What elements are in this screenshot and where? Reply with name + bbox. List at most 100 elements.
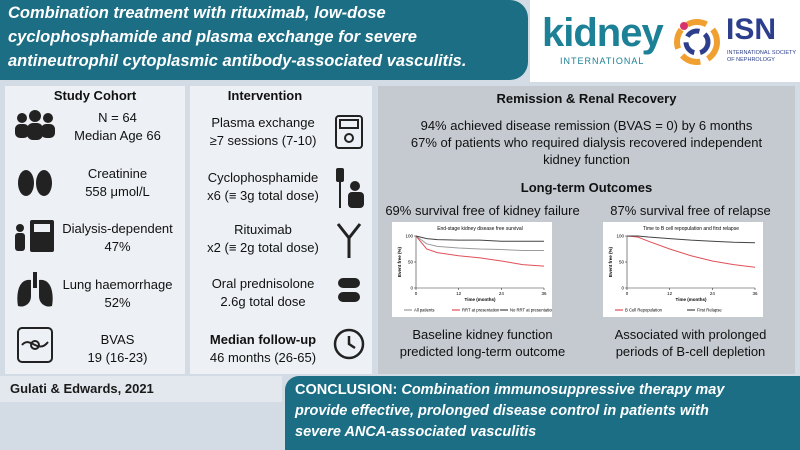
x-tick-label: 12 <box>667 291 673 296</box>
emblem-dot <box>680 22 688 30</box>
conclusion-box <box>285 376 800 450</box>
cohort-item: Dialysis-dependent <box>62 221 173 236</box>
cohort-item: BVAS <box>100 332 135 347</box>
kidney-logo-sub: INTERNATIONAL <box>560 56 645 66</box>
vasculitis-icon <box>17 327 53 363</box>
x-tick-label: 24 <box>499 291 505 296</box>
x-axis-label: Time (months) <box>676 297 707 302</box>
conclusion-label: CONCLUSION: <box>295 382 398 398</box>
survival-line <box>626 235 756 268</box>
outcome-caption: predicted long-term outcome <box>399 344 566 359</box>
logo-area <box>530 0 800 82</box>
conclusion: CONCLUSION: Combination immunosuppressiv… <box>295 380 795 443</box>
y-tick-label: 0 <box>621 286 624 291</box>
intervention-icons <box>333 115 365 360</box>
x-tick-label: 0 <box>626 291 629 296</box>
cohort-item: 558 μmol/L <box>85 184 150 199</box>
intervention-item: ≥7 sessions (7-10) <box>209 133 317 148</box>
cohort-item: Creatinine <box>87 166 148 181</box>
intervention-item: x6 (≡ 3g total dose) <box>207 188 319 203</box>
isn-logo-sub: OF NEPHROLOGY <box>727 57 775 63</box>
x-tick-label: 0 <box>415 291 418 296</box>
outcome-caption: periods of B-cell depletion <box>615 344 766 359</box>
chart-title: Time to B cell repopulation and first re… <box>643 226 739 232</box>
x-tick-label: 36 <box>541 291 547 296</box>
y-tick-label: 50 <box>408 260 414 265</box>
citation: Gulati & Edwards, 2021 <box>10 381 154 396</box>
conclusion-text: Combination immunosuppressive therapy ma… <box>397 382 725 398</box>
emblem-ring <box>674 19 720 65</box>
outcome-title: 69% survival free of kidney failure <box>385 203 580 218</box>
x-tick-label: 36 <box>752 291 758 296</box>
intervention-item: 46 months (26-65) <box>209 350 317 365</box>
cohort-item: Lung haemorrhage <box>62 277 173 292</box>
conclusion-text: provide effective, prolonged disease con… <box>295 403 709 419</box>
survival-line <box>415 235 544 242</box>
intervention-item: Oral prednisolone <box>211 276 315 291</box>
emblem-ring <box>683 28 711 56</box>
legend-label: B Cell Repopulation <box>625 308 663 313</box>
outcome-title: 87% survival free of relapse <box>610 203 771 218</box>
outcome-caption: Baseline kidney function <box>412 327 553 342</box>
intervention-item: Plasma exchange <box>211 115 315 130</box>
y-tick-label: 100 <box>616 234 624 239</box>
cohort-item: 19 (16-23) <box>87 350 148 365</box>
cohort-item: 52% <box>104 295 131 310</box>
survival-chart: End-stage kidney disease free survival 0 5… <box>392 222 552 317</box>
results-heading: Remission & Renal Recovery <box>496 91 677 106</box>
legend-label: No RRT at presentation <box>510 308 552 313</box>
cohort-item: N = 64 <box>98 110 137 125</box>
conclusion-text: severe ANCA-associated vasculitis <box>295 424 537 440</box>
survival-chart: Time to B cell repopulation and first re… <box>603 222 763 317</box>
intervention-item: Rituximab <box>234 222 292 237</box>
antibody-icon <box>336 223 362 258</box>
people-icon <box>15 110 55 140</box>
y-tick-label: 0 <box>410 286 413 291</box>
legend-label: First Relapse <box>697 308 722 313</box>
intervention-item: x2 (≡ 2g total dose) <box>207 240 319 255</box>
lungs-icon <box>17 272 53 307</box>
isn-emblem <box>674 19 720 65</box>
chart-title: End-stage kidney disease free survival <box>437 226 523 232</box>
results-line: 67% of patients who required dialysis re… <box>410 135 763 150</box>
y-axis-label: Event free (%) <box>397 246 402 277</box>
x-axis-label: Time (months) <box>465 297 496 302</box>
isn-logo-sub: INTERNATIONAL SOCIETY <box>727 50 797 56</box>
y-tick-label: 100 <box>405 234 413 239</box>
results-line: kidney function <box>543 152 630 167</box>
x-tick-label: 12 <box>456 291 462 296</box>
survival-line <box>415 235 544 252</box>
title-banner <box>0 0 528 80</box>
cohort-icons <box>15 110 55 363</box>
clock-icon <box>333 328 365 360</box>
y-axis-label: Event free (%) <box>608 246 613 277</box>
pill-icon <box>338 278 360 302</box>
intervention-item: Median follow-up <box>209 332 317 347</box>
legend-label: All patients <box>414 308 434 313</box>
intervention-heading: Intervention <box>227 88 303 103</box>
cohort-item: 47% <box>104 239 131 254</box>
title: antineutrophil cytoplasmic antibody-asso… <box>8 52 467 70</box>
intervention-item: 2.6g total dose <box>220 294 306 309</box>
intervention-item: Cyclophosphamide <box>207 170 319 185</box>
results-line: 94% achieved disease remission (BVAS = 0… <box>420 118 753 133</box>
survival-line <box>627 235 756 244</box>
y-tick-label: 50 <box>619 260 625 265</box>
outcomes-heading: Long-term Outcomes <box>520 180 653 195</box>
survival-line <box>415 235 545 267</box>
plasma-icon <box>335 115 363 149</box>
outcome-caption: Associated with prolonged <box>614 327 767 342</box>
cohort-heading: Study Cohort <box>53 88 137 103</box>
kidney-logo: kidney <box>542 11 664 55</box>
title: Combination treatment with rituximab, lo… <box>8 4 386 22</box>
kidney-icon <box>18 170 52 196</box>
isn-logo: ISN <box>726 13 777 46</box>
legend-label: RRT at presentation <box>462 308 500 313</box>
cohort-item: Median Age 66 <box>74 128 161 143</box>
dialysis-icon <box>15 220 54 252</box>
x-tick-label: 24 <box>710 291 716 296</box>
title: cyclophosphamide and plasma exchange for… <box>8 28 417 46</box>
infusion-icon <box>336 168 364 208</box>
citation-box <box>0 376 282 402</box>
